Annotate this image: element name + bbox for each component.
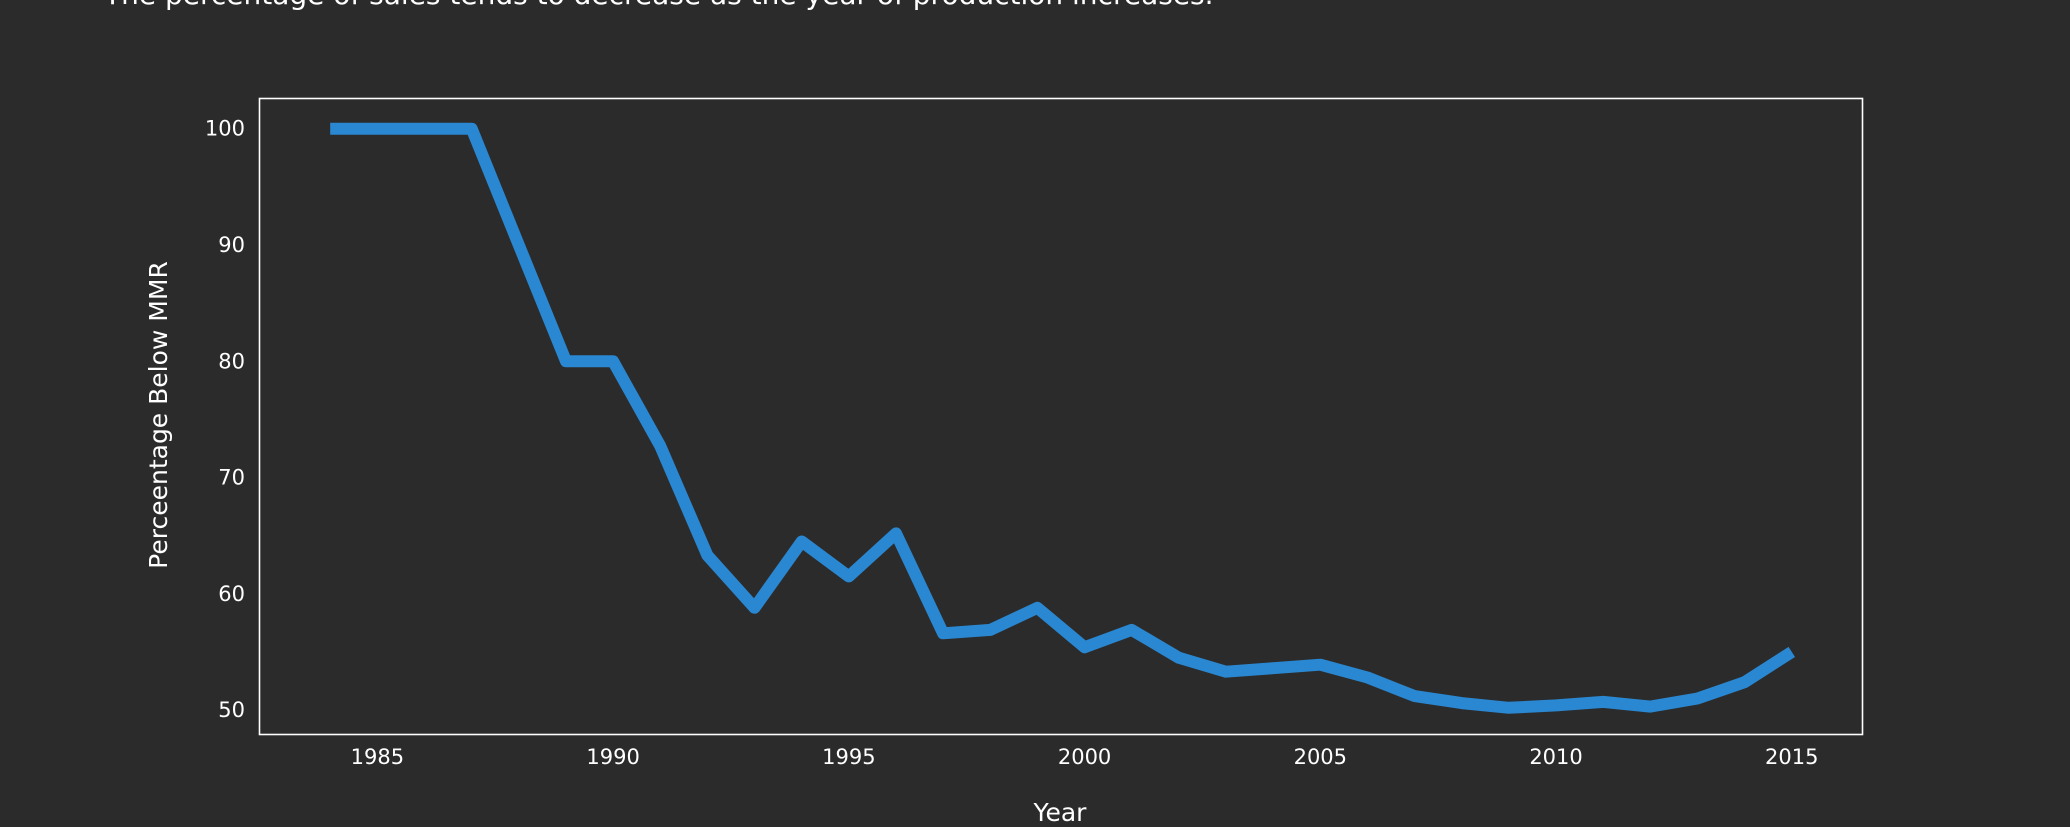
x-tick-label: 2005 [1294, 745, 1347, 769]
series-line [330, 122, 1796, 714]
y-tick-label: 50 [218, 698, 245, 722]
y-axis-ticks: 50 60 70 80 90 100 [205, 117, 245, 722]
x-axis-ticks: 1985 1990 1995 2000 2005 2010 2015 [351, 745, 1819, 769]
y-axis-label: Perceentage Below MMR [144, 261, 173, 569]
y-tick-label: 90 [218, 233, 245, 257]
x-tick-label: 2015 [1765, 745, 1818, 769]
x-tick-label: 2010 [1529, 745, 1582, 769]
y-tick-label: 100 [205, 117, 245, 141]
x-tick-label: 1990 [586, 745, 639, 769]
x-tick-label: 1995 [822, 745, 875, 769]
y-tick-label: 80 [218, 349, 245, 373]
y-tick-label: 70 [218, 466, 245, 490]
plot-frame [258, 97, 1864, 736]
y-tick-label: 60 [218, 582, 245, 606]
x-axis-label: Year [1033, 798, 1088, 827]
chart-title: The percentage of sales tends to decreas… [104, 0, 1214, 11]
x-tick-label: 2000 [1058, 745, 1111, 769]
x-tick-label: 1985 [351, 745, 404, 769]
